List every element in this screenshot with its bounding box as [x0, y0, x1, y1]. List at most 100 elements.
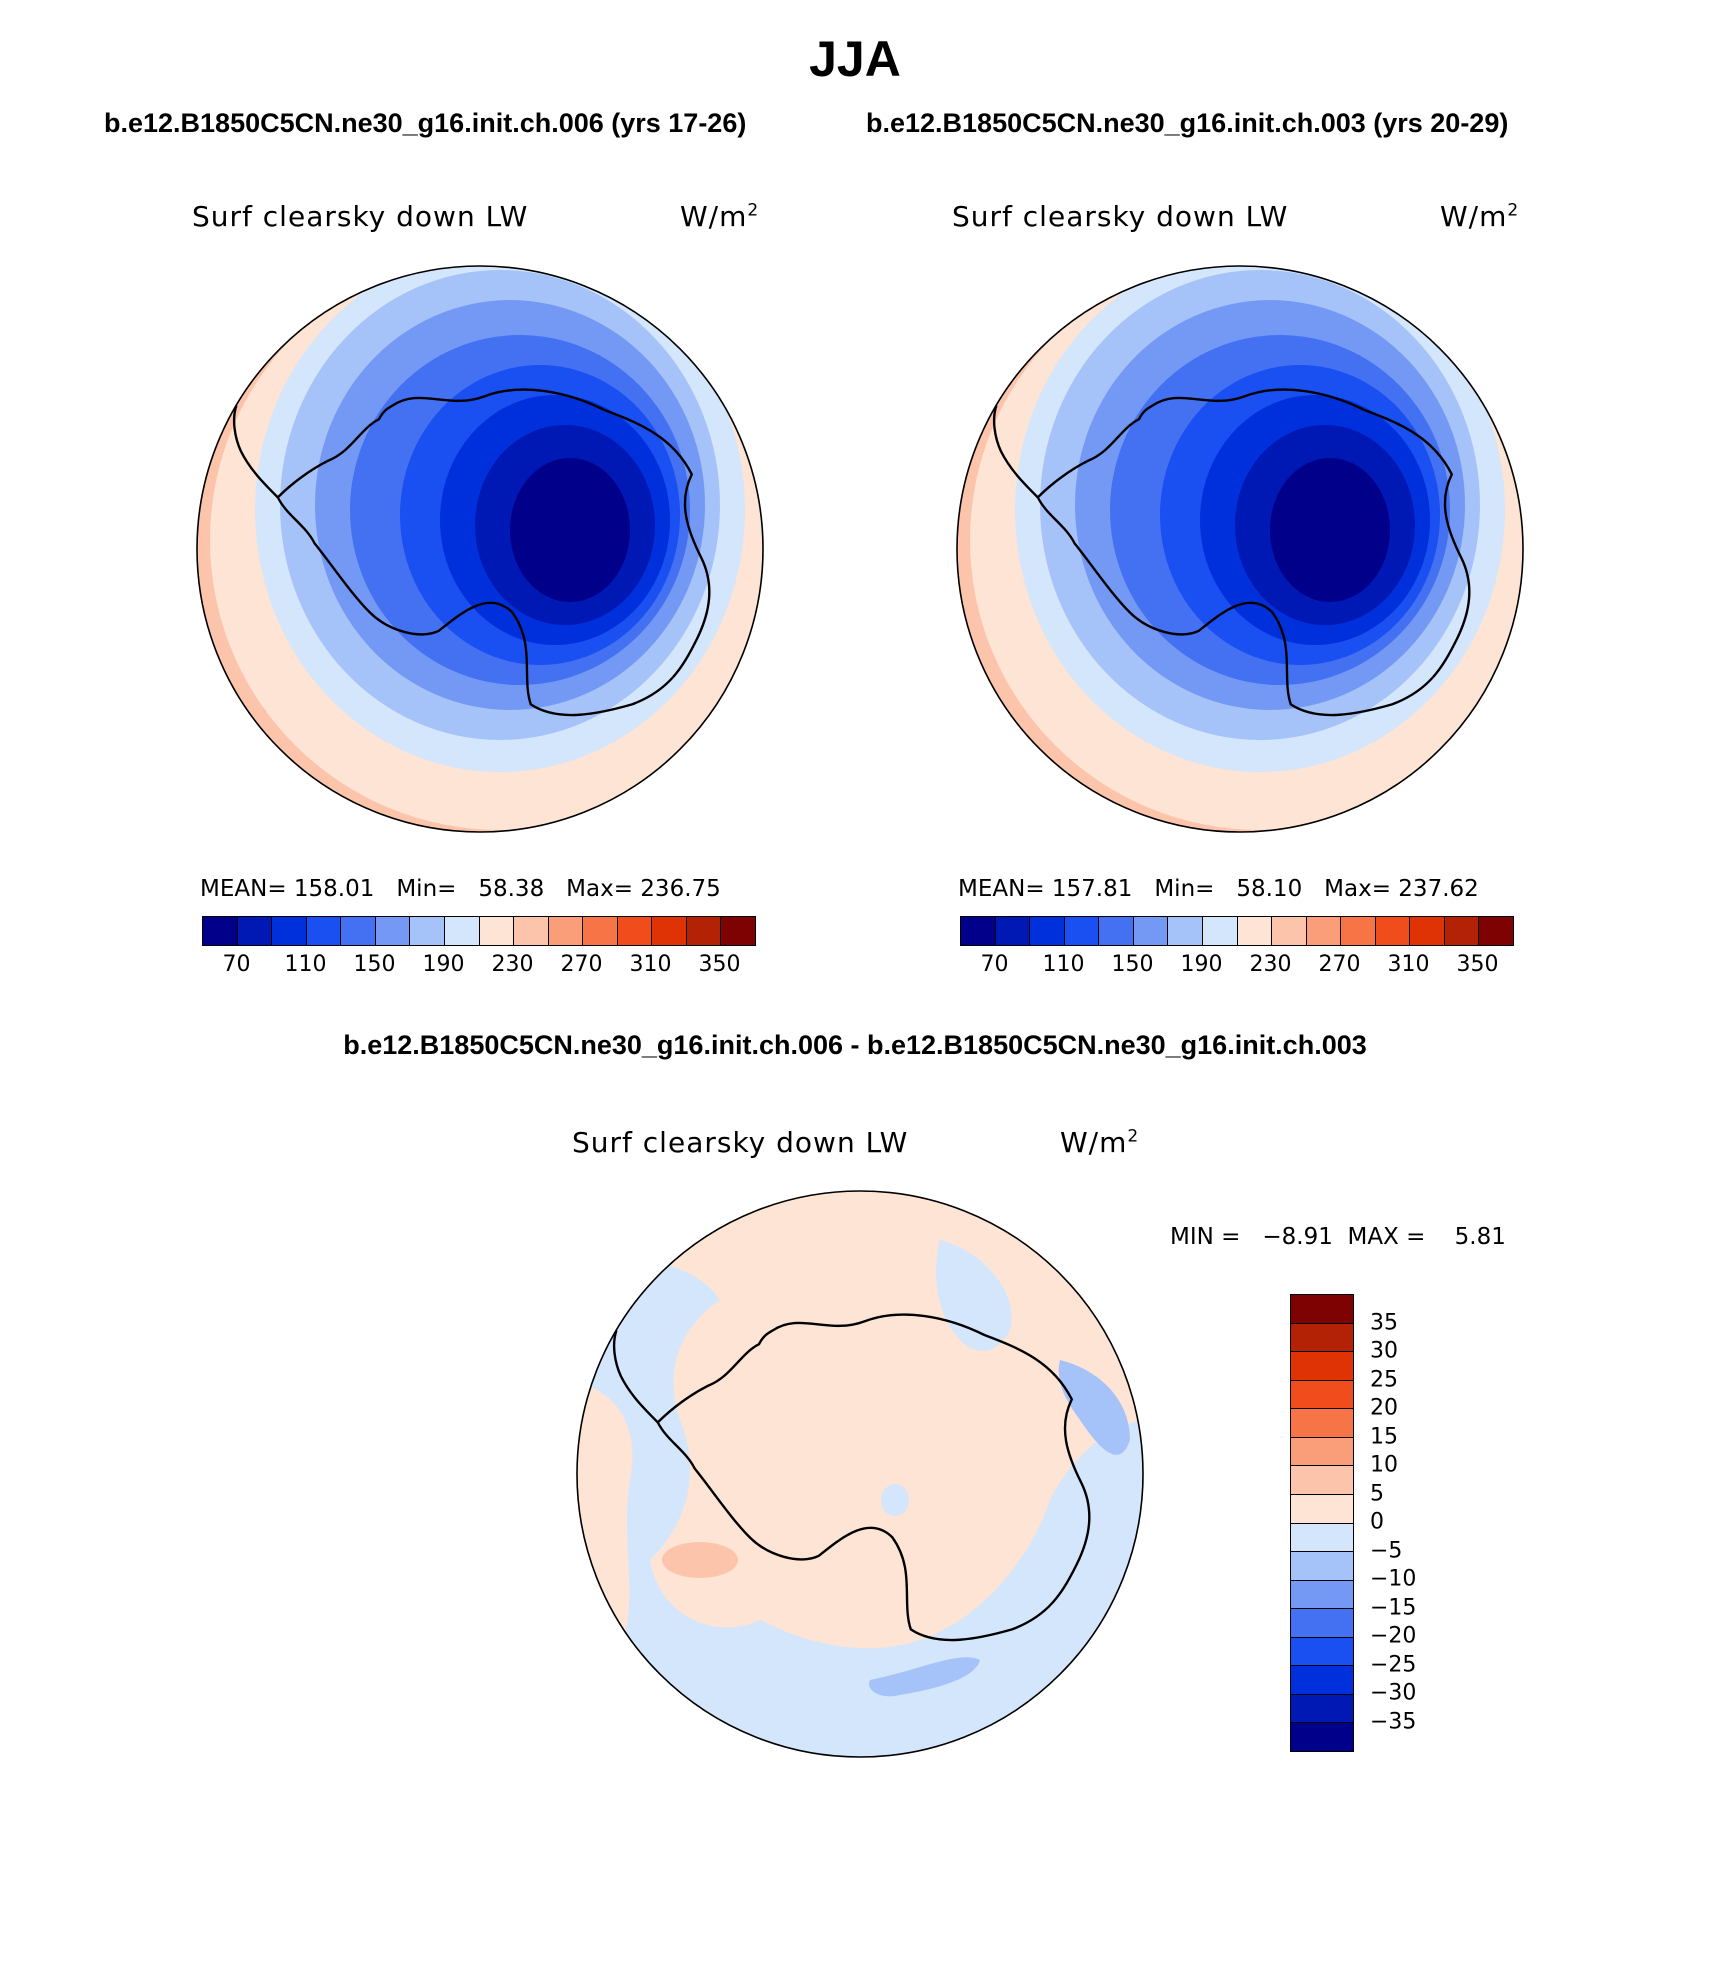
panel-a-colorbar-swatch — [444, 917, 480, 945]
panel-a-colorbar-swatch — [341, 917, 376, 945]
case-b-title: b.e12.B1850C5CN.ne30_g16.init.ch.003 (yr… — [866, 108, 1509, 138]
panel-a-colorbar-swatch — [375, 917, 411, 945]
panel-a-colorbar-swatch — [652, 917, 687, 945]
panel-b-colorbar-tick-label: 270 — [1318, 952, 1361, 977]
panel-b-colorbar-tick-label: 190 — [1180, 952, 1223, 977]
case-a-title: b.e12.B1850C5CN.ne30_g16.init.ch.006 (yr… — [104, 108, 747, 138]
panel-a-colorbar-tick-label: 150 — [353, 952, 396, 977]
panel-a-colorbar-swatch — [721, 917, 755, 945]
diff-units: W/m2 — [1060, 1126, 1140, 1159]
figure-title: JJA — [809, 31, 901, 87]
panel-b-colorbar — [960, 916, 1514, 946]
diff-colorbar-tick-label: 0 — [1370, 1509, 1384, 1535]
panel-a-colorbar-tick-label: 350 — [698, 952, 741, 977]
panel-b-map — [956, 265, 1524, 833]
panel-b-colorbar-tick-label: 150 — [1111, 952, 1154, 977]
diff-colorbar-swatch — [1291, 1466, 1353, 1495]
panel-b-variable-label: Surf clearsky down LW — [952, 200, 1289, 233]
diff-colorbar-tick-label: −30 — [1370, 1680, 1417, 1706]
diff-colorbar-tick-label: 35 — [1370, 1310, 1398, 1335]
panel-b-colorbar-swatch — [1168, 917, 1203, 945]
panel-b-stats: MEAN= 157.81 Min= 58.10 Max= 237.62 — [958, 876, 1479, 902]
panel-a-colorbar-ticks: 70 110 150 190 230 270 310 350 — [202, 952, 754, 982]
panel-a-stats: MEAN= 158.01 Min= 58.38 Max= 236.75 — [200, 876, 721, 902]
panel-b-colorbar-tick-label: 350 — [1456, 952, 1499, 977]
panel-b-colorbar-swatch — [1099, 917, 1134, 945]
panel-a-colorbar-swatch — [479, 917, 515, 945]
diff-colorbar-tick-label: −35 — [1370, 1709, 1417, 1734]
panel-b-colorbar-tick-label: 110 — [1042, 952, 1085, 977]
diff-colorbar-swatch — [1291, 1637, 1353, 1667]
panel-b-units: W/m2 — [1440, 200, 1520, 233]
diff-colorbar-swatch — [1291, 1609, 1353, 1638]
panel-b-colorbar-swatch — [1410, 917, 1445, 945]
diff-colorbar-swatch — [1291, 1409, 1353, 1438]
diff-colorbar-swatch — [1291, 1295, 1353, 1324]
diff-colorbar-swatch — [1291, 1694, 1353, 1724]
panel-b-colorbar-swatch — [1237, 917, 1273, 945]
diff-colorbar-swatch — [1291, 1723, 1353, 1751]
panel-a-colorbar-tick-label: 190 — [422, 952, 465, 977]
panel-b-colorbar-swatch — [1375, 917, 1411, 945]
diff-colorbar-tick-label: −15 — [1370, 1595, 1417, 1620]
panel-b-colorbar-swatch — [1341, 917, 1376, 945]
diff-colorbar-tick-label: 10 — [1370, 1452, 1398, 1478]
panel-b-colorbar-ticks: 70 110 150 190 230 270 310 350 — [960, 952, 1512, 982]
panel-b-colorbar-swatch — [1064, 917, 1100, 945]
panel-a-colorbar-tick-label: 110 — [284, 952, 327, 977]
diff-title: b.e12.B1850C5CN.ne30_g16.init.ch.006 - b… — [343, 1030, 1367, 1060]
diff-colorbar-swatch — [1291, 1580, 1353, 1610]
panel-a-colorbar-swatch — [548, 917, 584, 945]
panel-b-colorbar-tick-label: 230 — [1249, 952, 1292, 977]
diff-colorbar-swatch — [1291, 1323, 1353, 1353]
panel-b-colorbar-swatch — [1030, 917, 1065, 945]
panel-a-colorbar-swatch — [617, 917, 653, 945]
diff-colorbar-tick-label: −25 — [1370, 1652, 1417, 1677]
diff-stats: MIN = −8.91 MAX = 5.81 — [1170, 1224, 1506, 1250]
panel-b-colorbar-swatch — [1272, 917, 1307, 945]
diff-colorbar-swatch — [1291, 1494, 1353, 1524]
panel-a-colorbar-swatch — [686, 917, 722, 945]
panel-b-colorbar-swatch — [1444, 917, 1480, 945]
panel-a-colorbar-swatch — [410, 917, 445, 945]
diff-colorbar-swatch — [1291, 1552, 1353, 1581]
panel-b-colorbar-swatch — [1202, 917, 1238, 945]
diff-colorbar-ticks: 35 30 25 20 15 10 5 0 −5 −10 −15 −20 −25 −30 −35 — [1362, 1294, 1442, 1750]
panel-a-colorbar-tick-label: 270 — [560, 952, 603, 977]
panel-a-colorbar-tick-label: 230 — [491, 952, 534, 977]
panel-a-colorbar-swatch — [514, 917, 549, 945]
panel-a-colorbar-swatch — [203, 917, 238, 945]
panel-a-colorbar-swatch — [237, 917, 273, 945]
panel-a-colorbar-swatch — [306, 917, 342, 945]
diff-colorbar-swatch — [1291, 1523, 1353, 1553]
panel-a-colorbar-swatch — [583, 917, 618, 945]
diff-colorbar-tick-label: 30 — [1370, 1338, 1398, 1364]
panel-a-colorbar-swatch — [272, 917, 307, 945]
panel-a-units: W/m2 — [680, 200, 760, 233]
diff-colorbar — [1290, 1294, 1354, 1752]
diff-colorbar-swatch — [1291, 1666, 1353, 1695]
panel-b-colorbar-swatch — [1133, 917, 1169, 945]
panel-b-colorbar-swatch — [1479, 917, 1513, 945]
panel-a-colorbar-tick-label: 310 — [629, 952, 672, 977]
panel-a-colorbar — [202, 916, 756, 946]
diff-colorbar-tick-label: −5 — [1370, 1538, 1403, 1563]
panel-b-colorbar-swatch — [961, 917, 996, 945]
panel-b-colorbar-swatch — [1306, 917, 1342, 945]
diff-colorbar-tick-label: 5 — [1370, 1481, 1384, 1506]
diff-map — [576, 1190, 1144, 1758]
diff-colorbar-swatch — [1291, 1352, 1353, 1381]
diff-colorbar-tick-label: 20 — [1370, 1395, 1398, 1421]
diff-colorbar-swatch — [1291, 1380, 1353, 1410]
panel-a-colorbar-tick-label: 70 — [222, 952, 251, 977]
diff-colorbar-tick-label: −20 — [1370, 1623, 1417, 1649]
diff-colorbar-tick-label: 15 — [1370, 1424, 1398, 1449]
diff-variable-label: Surf clearsky down LW — [572, 1126, 909, 1159]
panel-a-variable-label: Surf clearsky down LW — [192, 200, 529, 233]
diff-colorbar-swatch — [1291, 1437, 1353, 1467]
panel-b-colorbar-tick-label: 310 — [1387, 952, 1430, 977]
panel-b-colorbar-swatch — [995, 917, 1031, 945]
diff-colorbar-tick-label: −10 — [1370, 1566, 1417, 1592]
diff-colorbar-tick-label: 25 — [1370, 1367, 1398, 1392]
